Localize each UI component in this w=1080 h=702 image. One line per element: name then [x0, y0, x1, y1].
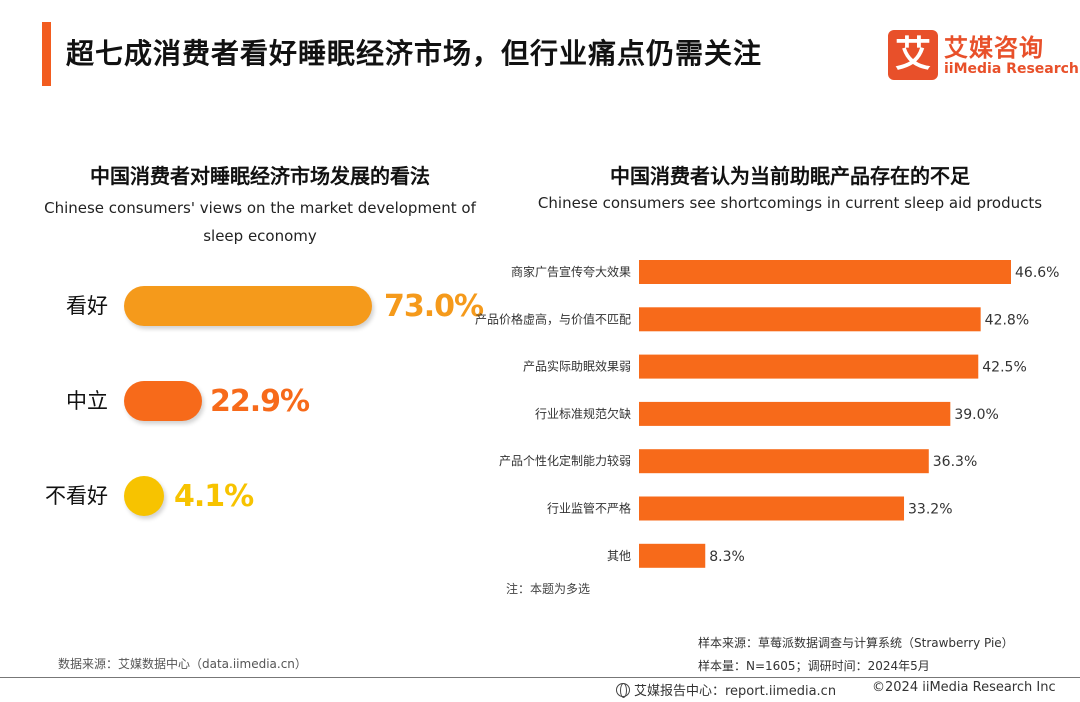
bar-3	[639, 354, 979, 379]
globe-icon	[616, 683, 630, 698]
pill-value: 73.0%	[384, 289, 484, 324]
logo-mark: 艾	[888, 30, 938, 80]
bar-value-label: 46.6%	[1015, 265, 1059, 281]
bar-6	[639, 496, 905, 521]
pill-label: 不看好	[45, 484, 108, 508]
bar-value-label: 42.8%	[985, 312, 1029, 328]
pill-value: 4.1%	[174, 479, 254, 514]
bar-value-label: 36.3%	[933, 454, 977, 470]
bar-category-label: 其他	[607, 549, 631, 563]
bar-value-label: 42.5%	[982, 360, 1026, 376]
title-accent-bar	[42, 22, 51, 86]
pill-bar	[124, 381, 202, 421]
pill-bar	[124, 286, 372, 326]
logo-cn-text: 艾媒咨询	[944, 34, 1044, 62]
bar-4	[639, 401, 951, 426]
left-subtitle-line2: sleep economy	[203, 227, 317, 245]
footer-report-center: 艾媒报告中心：report.iimedia.cn	[616, 680, 836, 699]
bar-value-label: 39.0%	[954, 407, 998, 423]
bar-5	[639, 449, 929, 474]
bar-1	[639, 260, 1011, 284]
bar-category-label: 产品个性化定制能力较弱	[499, 453, 631, 468]
left-chart-title: 中国消费者对睡眠经济市场发展的看法	[90, 164, 430, 188]
bar-category-label: 行业监管不严格	[547, 501, 631, 516]
bar-category-label: 行业标准规范欠缺	[535, 406, 631, 421]
bar-value-label: 33.2%	[908, 502, 952, 518]
pill-bar	[124, 476, 164, 516]
bar-category-label: 产品实际助眠效果弱	[523, 359, 631, 374]
footer-divider	[0, 677, 1080, 678]
multi-select-note: 注：本题为多选	[506, 582, 591, 596]
sample-source: 样本来源：草莓派数据调查与计算系统（Strawberry Pie）	[698, 636, 1014, 650]
page-title: 超七成消费者看好睡眠经济市场，但行业痛点仍需关注	[66, 37, 763, 70]
report-center-text: 艾媒报告中心：report.iimedia.cn	[634, 684, 837, 699]
sample-size: 样本量：N=1605；调研时间：2024年5月	[698, 659, 930, 673]
left-subtitle-line1: Chinese consumers' views on the market d…	[44, 199, 476, 217]
iimedia-logo: 艾 艾媒咨询 iiMedia Research	[888, 30, 1079, 84]
footer-copyright: ©2024 iiMedia Research Inc	[872, 680, 1056, 695]
right-chart-subtitle: Chinese consumers see shortcomings in cu…	[537, 194, 1043, 212]
bar-7	[639, 543, 706, 568]
left-chart-subtitle: Chinese consumers' views on the market d…	[20, 194, 500, 250]
pill-value: 22.9%	[210, 384, 310, 419]
bar-2	[639, 307, 981, 332]
right-chart-title: 中国消费者认为当前助眠产品存在的不足	[610, 164, 970, 188]
logo-en-text: iiMedia Research	[944, 61, 1079, 77]
pill-label: 中立	[66, 389, 108, 413]
bar-value-label: 8.3%	[709, 549, 745, 565]
bar-category-label: 产品价格虚高，与价值不匹配	[475, 311, 631, 326]
pill-label: 看好	[66, 294, 108, 318]
data-source: 数据来源：艾媒数据中心（data.iimedia.cn）	[58, 657, 307, 671]
bar-category-label: 商家广告宣传夸大效果	[511, 264, 631, 279]
